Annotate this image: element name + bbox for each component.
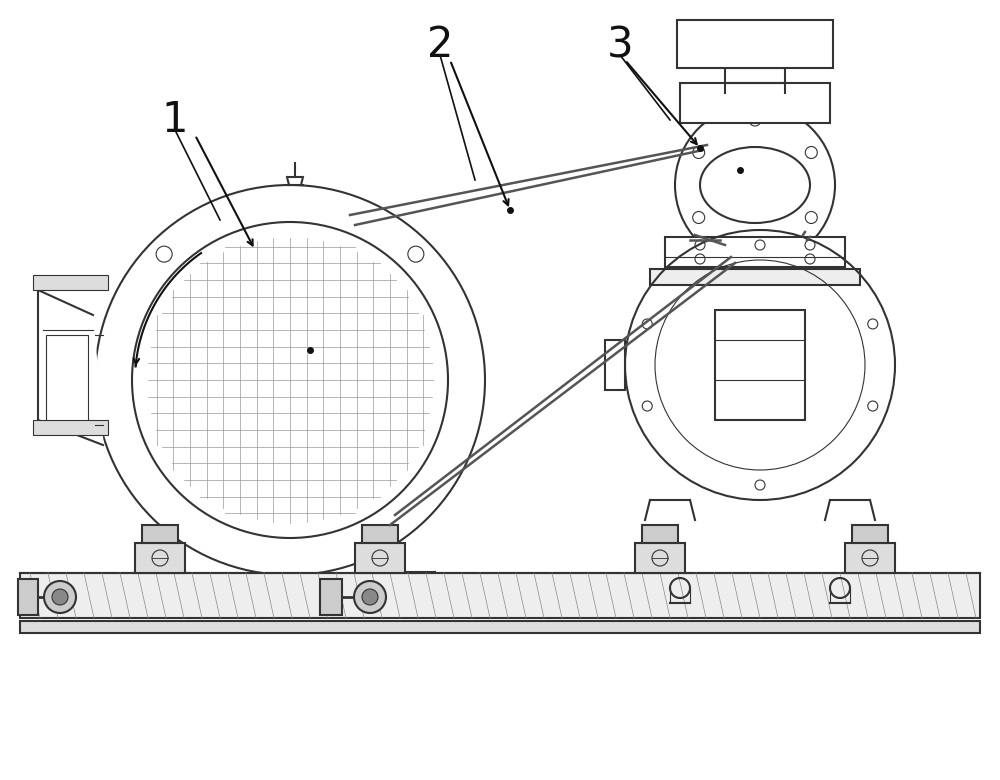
Text: 2: 2 xyxy=(427,24,453,66)
Bar xyxy=(680,83,830,123)
Bar xyxy=(33,420,108,435)
Text: 1: 1 xyxy=(162,99,188,141)
Circle shape xyxy=(44,581,76,613)
Bar xyxy=(142,525,178,543)
Text: 3: 3 xyxy=(607,24,633,66)
Circle shape xyxy=(354,581,386,613)
Bar xyxy=(33,275,108,290)
Bar xyxy=(355,543,405,573)
Bar xyxy=(635,543,685,573)
Bar xyxy=(650,269,860,285)
Bar xyxy=(845,543,895,573)
Bar xyxy=(605,340,625,390)
Bar xyxy=(715,310,805,420)
Circle shape xyxy=(362,589,378,605)
Bar xyxy=(852,525,888,543)
Circle shape xyxy=(52,589,68,605)
Bar xyxy=(46,335,88,425)
Bar xyxy=(18,579,38,615)
Bar xyxy=(665,237,845,267)
Bar xyxy=(135,543,185,573)
Bar xyxy=(320,579,342,615)
Bar xyxy=(677,20,833,68)
Bar xyxy=(642,525,678,543)
Bar xyxy=(362,525,398,543)
Polygon shape xyxy=(38,290,103,445)
Bar xyxy=(20,573,980,618)
Bar xyxy=(20,621,980,633)
